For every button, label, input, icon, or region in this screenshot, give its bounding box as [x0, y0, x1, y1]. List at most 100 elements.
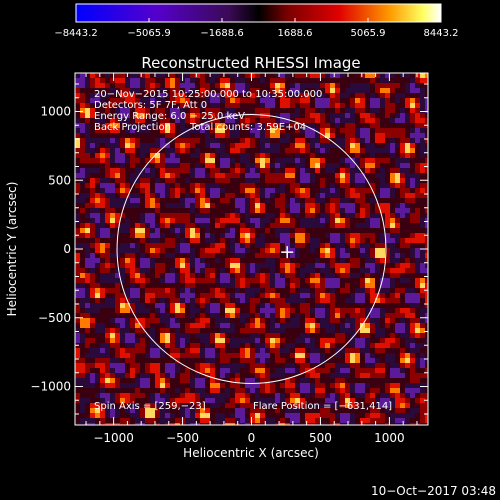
heatmap-cell	[215, 393, 220, 398]
heatmap-cell	[180, 303, 185, 308]
heatmap-cell	[275, 263, 280, 268]
heatmap-cell	[360, 258, 365, 263]
heatmap-cell	[100, 413, 105, 418]
heatmap-cell	[315, 208, 320, 213]
heatmap-cell	[200, 418, 205, 423]
heatmap-cell	[285, 123, 290, 128]
heatmap-cell	[420, 88, 425, 93]
heatmap-cell	[280, 268, 285, 273]
heatmap-cell	[275, 133, 280, 138]
heatmap-cell	[165, 368, 170, 373]
heatmap-cell	[355, 73, 360, 78]
heatmap-cell	[155, 188, 160, 193]
heatmap-cell	[370, 408, 375, 413]
heatmap-cell	[385, 278, 390, 283]
heatmap-cell	[140, 293, 145, 298]
heatmap-cell	[305, 253, 310, 258]
heatmap-cell	[165, 363, 170, 368]
heatmap-cell	[345, 88, 350, 93]
heatmap-cell	[295, 368, 300, 373]
heatmap-cell	[110, 388, 115, 393]
heatmap-cell	[365, 88, 370, 93]
heatmap-cell	[115, 108, 120, 113]
heatmap-cell	[155, 283, 160, 288]
heatmap-cell	[140, 418, 145, 423]
heatmap-cell	[195, 253, 200, 258]
heatmap-cell	[280, 253, 285, 258]
heatmap-cell	[240, 163, 245, 168]
heatmap-cell	[175, 158, 180, 163]
heatmap-cell	[205, 188, 210, 193]
heatmap-cell	[325, 248, 330, 253]
heatmap-cell	[325, 403, 330, 408]
heatmap-cell	[75, 258, 80, 263]
heatmap-cell	[155, 153, 160, 158]
heatmap-cell	[95, 273, 100, 278]
heatmap-cell	[170, 413, 175, 418]
heatmap-cell	[365, 303, 370, 308]
heatmap-cell	[230, 103, 235, 108]
heatmap-cell	[285, 233, 290, 238]
heatmap-cell	[415, 113, 420, 118]
heatmap-cell	[335, 388, 340, 393]
heatmap-cell	[275, 108, 280, 113]
heatmap-cell	[75, 383, 80, 388]
heatmap-cell	[235, 373, 240, 378]
heatmap-cell	[245, 238, 250, 243]
heatmap-cell	[405, 183, 410, 188]
heatmap-cell	[85, 93, 90, 98]
heatmap-cell	[275, 248, 280, 253]
heatmap-cell	[180, 223, 185, 228]
heatmap-cell	[340, 388, 345, 393]
heatmap-cell	[340, 383, 345, 388]
heatmap-cell	[165, 233, 170, 238]
heatmap-cell	[275, 308, 280, 313]
heatmap-cell	[125, 183, 130, 188]
heatmap-cell	[425, 328, 428, 333]
heatmap-cell	[100, 363, 105, 368]
heatmap-cell	[170, 363, 175, 368]
heatmap-cell	[250, 338, 255, 343]
heatmap-cell	[395, 248, 400, 253]
heatmap-cell	[130, 83, 135, 88]
heatmap-cell	[85, 203, 90, 208]
heatmap-cell	[150, 368, 155, 373]
heatmap-cell	[240, 368, 245, 373]
heatmap-cell	[400, 353, 405, 358]
heatmap-cell	[210, 113, 215, 118]
heatmap-cell	[170, 368, 175, 373]
heatmap-cell	[260, 253, 265, 258]
heatmap-cell	[230, 393, 235, 398]
heatmap-cell	[290, 233, 295, 238]
heatmap-cell	[305, 128, 310, 133]
heatmap-cell	[260, 118, 265, 123]
heatmap-cell	[345, 163, 350, 168]
heatmap-cell	[230, 213, 235, 218]
heatmap-cell	[385, 353, 390, 358]
heatmap-cell	[175, 123, 180, 128]
heatmap-cell	[190, 98, 195, 103]
heatmap-cell	[240, 203, 245, 208]
heatmap-cell	[155, 273, 160, 278]
heatmap-cell	[285, 143, 290, 148]
heatmap-cell	[305, 153, 310, 158]
heatmap-cell	[120, 343, 125, 348]
heatmap-cell	[270, 298, 275, 303]
heatmap-cell	[110, 348, 115, 353]
heatmap-cell	[235, 413, 240, 418]
heatmap-cell	[75, 353, 80, 358]
heatmap-cell	[170, 283, 175, 288]
heatmap-cell	[175, 303, 180, 308]
heatmap-cell	[420, 168, 425, 173]
heatmap-cell	[85, 148, 90, 153]
heatmap-cell	[275, 328, 280, 333]
heatmap-cell	[145, 93, 150, 98]
heatmap-cell	[185, 228, 190, 233]
heatmap-cell	[135, 243, 140, 248]
heatmap-cell	[255, 258, 260, 263]
heatmap-cell	[400, 278, 405, 283]
heatmap-cell	[100, 108, 105, 113]
heatmap-cell	[330, 193, 335, 198]
heatmap-cell	[85, 413, 90, 418]
heatmap-cell	[320, 383, 325, 388]
